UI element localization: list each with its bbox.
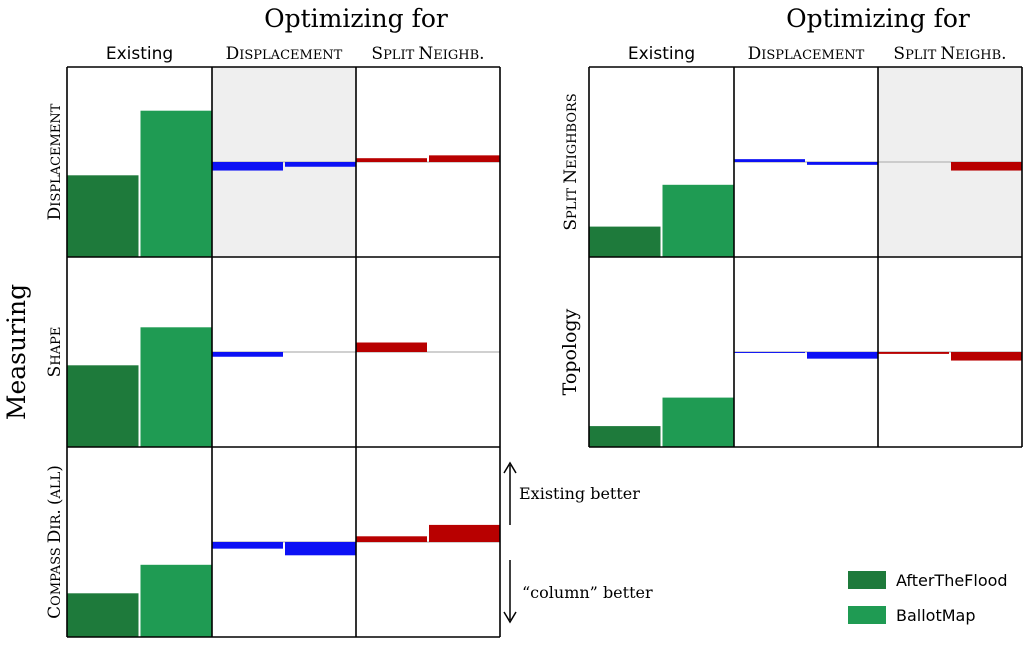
panel1-bar-split-neighb-ballotmap-displacement	[429, 155, 500, 162]
panel2-row-label-topology: Topology	[559, 308, 581, 395]
existing-better-arrowhead	[503, 461, 517, 474]
legend: AfterTheFlood BallotMap	[848, 571, 1008, 641]
panel2-bar-displacement-ballotmap-split-neighbors	[807, 162, 878, 165]
column-better-label: “column” better	[522, 583, 653, 602]
panel2-bar-existing-aftertheflood-topology	[589, 426, 661, 447]
panel1-bar-existing-aftertheflood-compass-dir-all	[67, 593, 139, 637]
legend-label-ballotmap: BallotMap	[896, 605, 976, 625]
column-better-arrowhead	[503, 611, 517, 624]
panel1-bar-displacement-ballotmap-displacement	[285, 162, 356, 167]
panel1-bar-existing-ballotmap-displacement	[140, 110, 212, 257]
panel1-column-header-split-neighb: SPLIT NEIGHB.	[371, 44, 484, 64]
legend-swatch-ballotmap	[848, 606, 886, 624]
panel1-bar-split-neighb-ballotmap-compass-dir-all	[429, 524, 500, 542]
panel1-column-header-existing: Existing	[106, 44, 173, 64]
measuring-label: Measuring	[2, 284, 31, 420]
panel1-bar-displacement-aftertheflood-shape	[212, 352, 283, 357]
panel2-row-label-split-neighbors: SPLIT NEIGHBORS	[561, 93, 581, 230]
panel2-bar-displacement-aftertheflood-topology	[734, 352, 805, 353]
panel1-row-label-displacement: DISPLACEMENT	[45, 103, 65, 220]
legend-item-aftertheflood: AfterTheFlood	[848, 570, 1008, 590]
panel2-bar-existing-ballotmap-topology	[662, 397, 734, 447]
panel2-bar-existing-aftertheflood-split-neighbors	[589, 226, 661, 257]
panel2-title: Optimizing for	[786, 4, 970, 33]
panel1-bar-existing-aftertheflood-displacement	[67, 175, 139, 257]
panel1-title: Optimizing for	[264, 4, 448, 33]
panel2-column-header-existing: Existing	[628, 44, 695, 64]
panel1-bar-displacement-aftertheflood-compass-dir-all	[212, 542, 283, 549]
panel1-bar-displacement-aftertheflood-displacement	[212, 162, 283, 171]
panel1-bar-existing-aftertheflood-shape	[67, 365, 139, 447]
panel1-bar-existing-ballotmap-compass-dir-all	[140, 564, 212, 637]
panel2-bar-displacement-ballotmap-topology	[807, 352, 878, 359]
legend-swatch-aftertheflood	[848, 571, 886, 589]
panel2-bar-existing-ballotmap-split-neighbors	[662, 184, 734, 257]
panel1-bar-displacement-ballotmap-compass-dir-all	[285, 542, 356, 556]
panel1-bar-split-neighb-aftertheflood-displacement	[356, 158, 427, 162]
panel1-row-label-shape: SHAPE	[45, 327, 65, 378]
panel2-column-header-displacement: DISPLACEMENT	[748, 44, 865, 64]
panel1-bar-split-neighb-aftertheflood-compass-dir-all	[356, 536, 427, 542]
panel2-bar-split-neighb-aftertheflood-topology	[878, 352, 949, 354]
panel1-bar-split-neighb-aftertheflood-shape	[356, 342, 427, 352]
panel2-bar-split-neighb-ballotmap-split-neighbors	[951, 162, 1022, 171]
panel2-bar-displacement-aftertheflood-split-neighbors	[734, 159, 805, 162]
panel2-column-header-split-neighb: SPLIT NEIGHB.	[893, 44, 1006, 64]
existing-better-label: Existing better	[519, 484, 640, 503]
panel1-column-header-displacement: DISPLACEMENT	[226, 44, 343, 64]
legend-item-ballotmap: BallotMap	[848, 605, 1008, 625]
panel1-row-label-compass-dir-all: COMPASS DIR. (ALL)	[45, 465, 65, 619]
panel1-bar-existing-ballotmap-shape	[140, 327, 212, 447]
panel2-bar-split-neighb-ballotmap-topology	[951, 352, 1022, 361]
legend-label-aftertheflood: AfterTheFlood	[896, 570, 1008, 590]
